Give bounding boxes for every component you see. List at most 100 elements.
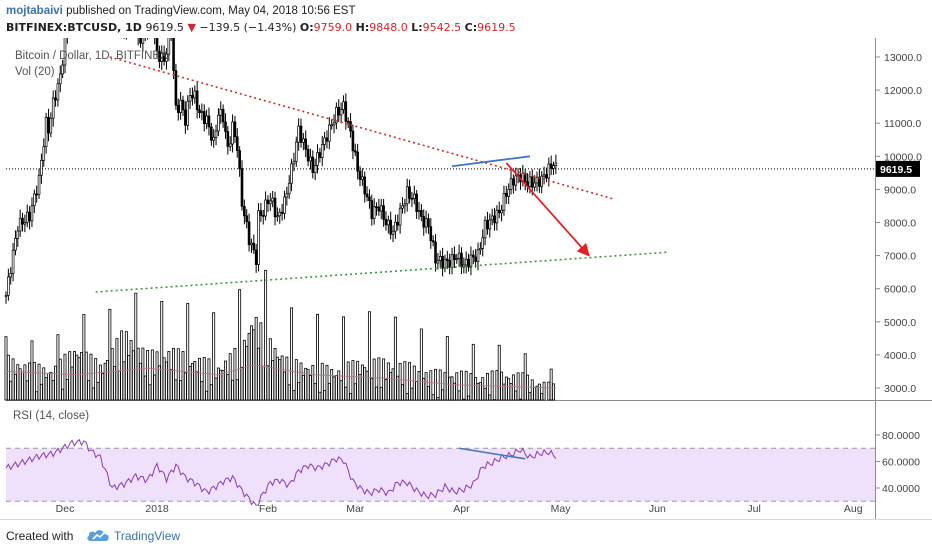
candle-body (12, 250, 14, 273)
volume-bar (95, 359, 97, 400)
volume-bar (109, 309, 111, 400)
volume-bar (168, 351, 170, 400)
volume-bar (456, 373, 458, 400)
volume-bar (106, 360, 108, 400)
volume-bar (21, 372, 23, 400)
volume-bar (472, 344, 474, 400)
candle-body (477, 250, 479, 262)
candle-body (239, 151, 241, 169)
volume-bar (300, 363, 302, 400)
volume-bar (460, 371, 462, 400)
volume-bar (269, 339, 271, 400)
volume-bar (194, 361, 196, 400)
candle-body (276, 216, 278, 217)
candle-body (420, 210, 422, 216)
volume-bar (111, 349, 113, 400)
volume-bar (453, 383, 455, 400)
candle-body (59, 74, 61, 84)
candle-body (253, 243, 255, 250)
candle-body (196, 91, 198, 110)
volume-bar (529, 393, 531, 400)
candle-body (180, 100, 182, 112)
candle-body (10, 273, 12, 277)
candle-body (463, 265, 465, 267)
candle-body (548, 164, 550, 178)
volume-bar (257, 348, 259, 400)
candle-body (531, 177, 533, 187)
candle-body (31, 206, 33, 221)
volume-bar (486, 373, 488, 400)
volume-bar (477, 384, 479, 400)
volume-bar (123, 362, 125, 400)
candle-body (338, 107, 340, 115)
volume-bar (64, 354, 66, 400)
volume-bar (165, 362, 167, 400)
candle-body (265, 200, 267, 216)
candle-body (364, 177, 366, 194)
symbol-label: BITFINEX:BTCUSD, 1D (6, 21, 142, 34)
volume-bar (229, 354, 231, 400)
volume-bar (366, 371, 368, 400)
volume-bar (321, 363, 323, 400)
author-link[interactable]: mojtabaivi (6, 5, 63, 17)
volume-bar (173, 348, 175, 400)
volume-bar (88, 381, 90, 400)
candle-body (489, 220, 491, 229)
candle-body (406, 187, 408, 204)
candle-body (371, 201, 373, 219)
volume-bar (191, 363, 193, 400)
volume-bar (102, 373, 104, 400)
candle-body (475, 257, 477, 262)
time-tick-label: Mar (346, 503, 365, 515)
candle-body (446, 259, 448, 260)
candle-body (555, 163, 557, 166)
candle-body (220, 109, 222, 115)
volume-bar (444, 373, 446, 400)
price-tick-label: 3000.0 (884, 383, 916, 395)
volume-bar (404, 362, 406, 400)
volume-bar (224, 361, 226, 400)
candle-body (354, 151, 356, 152)
volume-bar (250, 326, 252, 400)
time-tick-label: Dec (56, 503, 75, 515)
candle-body (442, 256, 444, 268)
volume-bar (144, 376, 146, 400)
volume-bar (142, 348, 144, 400)
candle-body (423, 217, 425, 228)
candle-body (14, 238, 16, 250)
volume-bar (149, 385, 151, 400)
volume-bar (232, 380, 234, 400)
volume-bar (55, 366, 57, 400)
volume-bar (368, 312, 370, 400)
volume-bar (430, 371, 432, 400)
volume-bar (534, 388, 536, 400)
volume-bar (371, 379, 373, 400)
candle-body (491, 216, 493, 220)
volume-bar (385, 379, 387, 400)
candle-body (439, 256, 441, 260)
volume-bar (26, 381, 28, 400)
candle-body (378, 207, 380, 211)
candle-body (545, 175, 547, 178)
volume-bar (52, 380, 54, 400)
candle-body (234, 122, 236, 137)
volume-bar (161, 301, 163, 400)
candle-body (333, 123, 335, 125)
price-chart[interactable]: 13000.012000.011000.010000.09000.08000.0… (0, 38, 932, 519)
volume-bar (121, 331, 123, 400)
volume-bar (50, 372, 52, 400)
volume-bar (531, 380, 533, 400)
triangle-down-icon: ▼ (187, 21, 195, 34)
high-label: H: (356, 21, 370, 34)
volume-bar (413, 366, 415, 400)
price-tick-label: 12000.0 (884, 85, 922, 97)
volume-bar (274, 348, 276, 400)
low-value: 9542.5 (423, 21, 462, 34)
volume-bar (312, 365, 314, 400)
candle-body (312, 157, 314, 173)
candle-body (416, 194, 418, 211)
volume-bar (420, 329, 422, 400)
candle-body (175, 71, 177, 106)
tradingview-link[interactable]: TradingView (114, 529, 180, 543)
candle-body (191, 95, 193, 98)
